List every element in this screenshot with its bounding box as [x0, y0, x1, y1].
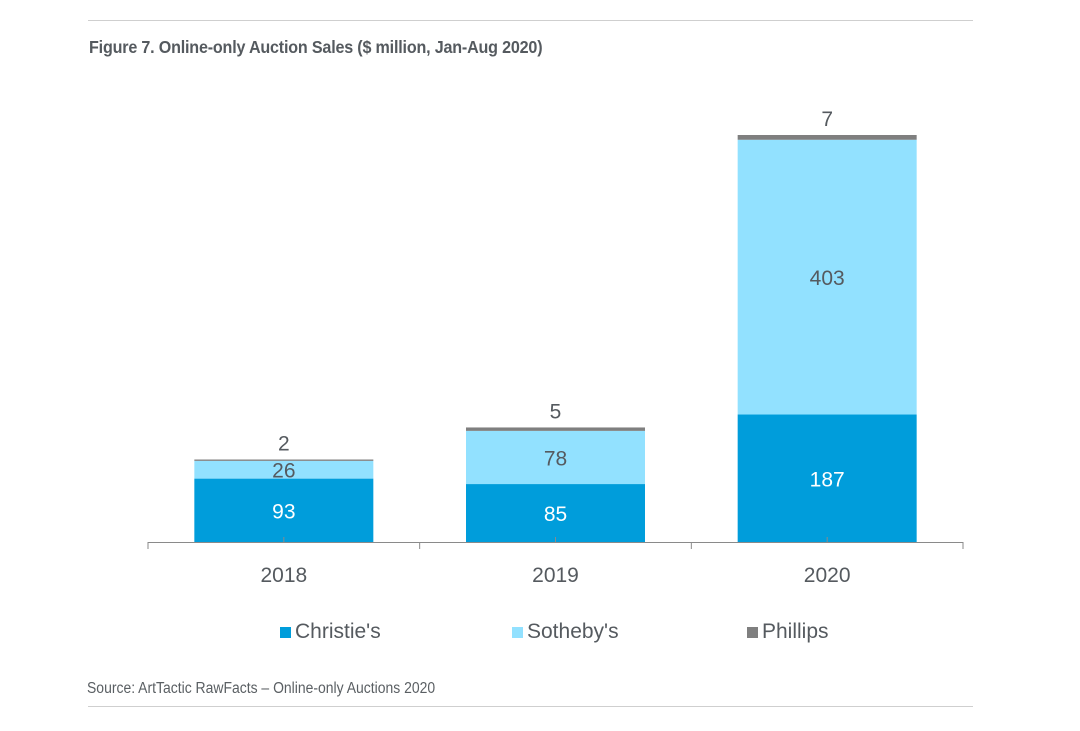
- legend-item-christies: Christie's: [280, 620, 381, 644]
- bar-christies-2020: [737, 414, 917, 542]
- bar-phillips-2018: [194, 459, 374, 461]
- x-tick-label-2019: 2019: [532, 564, 579, 587]
- bar-phillips-2020: [737, 135, 917, 140]
- bar-sothebys-2019: [466, 430, 645, 485]
- legend-label-phillips: Phillips: [762, 620, 829, 643]
- legend-swatch-christies: [280, 626, 291, 638]
- legend-swatch-phillips: [747, 626, 758, 638]
- data-label-christies-2020: 187: [810, 468, 845, 491]
- data-label-christies-2018: 93: [272, 500, 295, 523]
- bottom-divider: [88, 706, 973, 707]
- bar-christies-2018: [194, 478, 374, 542]
- x-tick-label-2020: 2020: [804, 564, 851, 587]
- data-label-phillips-2018: 2: [278, 433, 290, 456]
- data-label-sothebys-2019: 78: [544, 447, 567, 470]
- source-note: Source: ArtTactic RawFacts – Online-only…: [87, 680, 436, 697]
- data-label-sothebys-2020: 403: [810, 267, 845, 290]
- data-label-christies-2019: 85: [544, 503, 567, 526]
- bar-phillips-2019: [466, 427, 645, 431]
- data-label-sothebys-2018: 26: [272, 460, 295, 483]
- bar-christies-2019: [466, 484, 645, 542]
- data-label-phillips-2019: 5: [550, 400, 562, 423]
- top-divider: [88, 20, 973, 21]
- legend-label-christies: Christie's: [295, 620, 381, 643]
- bar-sothebys-2020: [737, 139, 917, 415]
- legend-item-sothebys: Sotheby's: [512, 620, 619, 644]
- x-tick-label-2018: 2018: [260, 564, 307, 587]
- chart-title: Figure 7. Online-only Auction Sales ($ m…: [89, 37, 543, 57]
- legend-label-sothebys: Sotheby's: [527, 620, 619, 643]
- legend-item-phillips: Phillips: [747, 620, 829, 644]
- legend-swatch-sothebys: [512, 626, 523, 638]
- data-label-phillips-2020: 7: [821, 108, 833, 131]
- bar-sothebys-2018: [194, 460, 374, 479]
